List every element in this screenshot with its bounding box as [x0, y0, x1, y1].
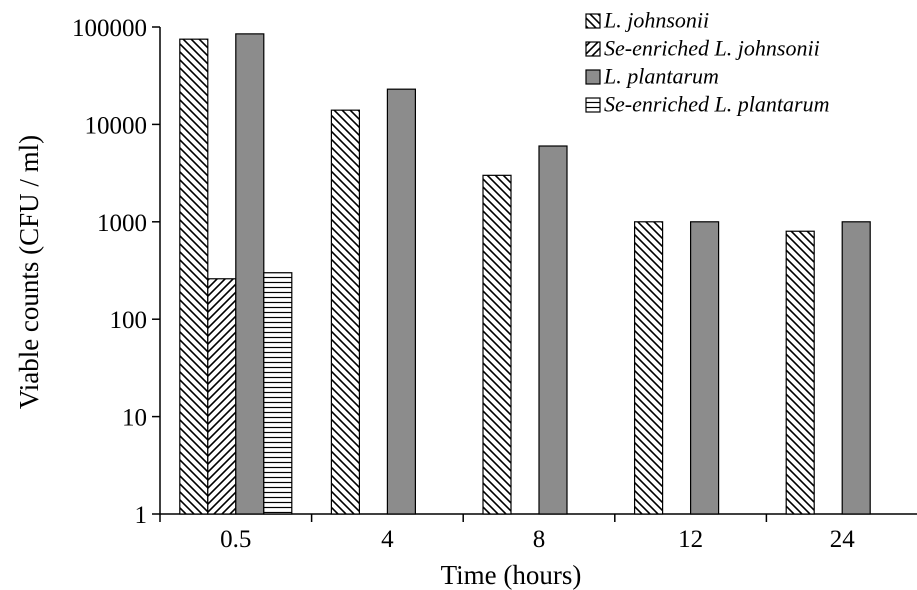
- x-tick-label: 4: [381, 526, 394, 553]
- x-tick-label: 8: [533, 526, 546, 553]
- x-axis-ticks: 0.5 4 8 12 24: [159, 514, 856, 553]
- y-axis-ticks: 1 10 100 1000 10000 100000: [72, 15, 160, 529]
- y-tick-label: 10000: [85, 112, 148, 139]
- legend: L. johnsonii Se-enriched L. johnsonii L. p…: [585, 8, 829, 117]
- bar-l-plantarum-4: [386, 88, 416, 515]
- legend-swatch: [585, 13, 601, 29]
- y-tick-label: 10: [122, 405, 147, 432]
- x-tick-label: 24: [830, 526, 856, 553]
- legend-swatch: [585, 97, 601, 113]
- bar-l-plantarum-12: [689, 221, 720, 515]
- legend-label: L. plantarum: [603, 64, 719, 89]
- bar-se-enriched-l-plantarum-0-5: [263, 272, 293, 515]
- legend-label: L. johnsonii: [603, 8, 709, 33]
- bar-l-johnsonii-0-5: [179, 38, 209, 515]
- bar-l-johnsonii-4: [330, 109, 360, 515]
- bar-l-johnsonii-12: [633, 221, 664, 515]
- x-tick-label: 0.5: [220, 526, 251, 553]
- x-axis-title: Time (hours): [441, 560, 582, 590]
- bar-l-plantarum-24: [841, 221, 871, 515]
- legend-label: Se-enriched L. johnsonii: [604, 36, 820, 61]
- y-axis-title: Viable counts (CFU / ml): [14, 135, 44, 409]
- legend-swatch: [585, 41, 601, 57]
- bar-l-plantarum-0-5: [235, 33, 265, 515]
- legend-swatch: [585, 69, 601, 85]
- bar-l-johnsonii-8: [482, 174, 512, 515]
- bar-l-johnsonii-24: [785, 230, 815, 515]
- bar-l-plantarum-8: [538, 145, 568, 515]
- x-tick-label: 12: [678, 526, 703, 553]
- legend-label: Se-enriched L. plantarum: [604, 92, 829, 117]
- y-tick-label: 1000: [97, 210, 147, 237]
- y-tick-label: 100000: [72, 15, 147, 42]
- bars: [179, 33, 871, 515]
- bar-se-enriched-l-johnsonii-0-5: [207, 278, 237, 515]
- y-tick-label: 1: [135, 502, 148, 529]
- y-tick-label: 100: [110, 307, 148, 334]
